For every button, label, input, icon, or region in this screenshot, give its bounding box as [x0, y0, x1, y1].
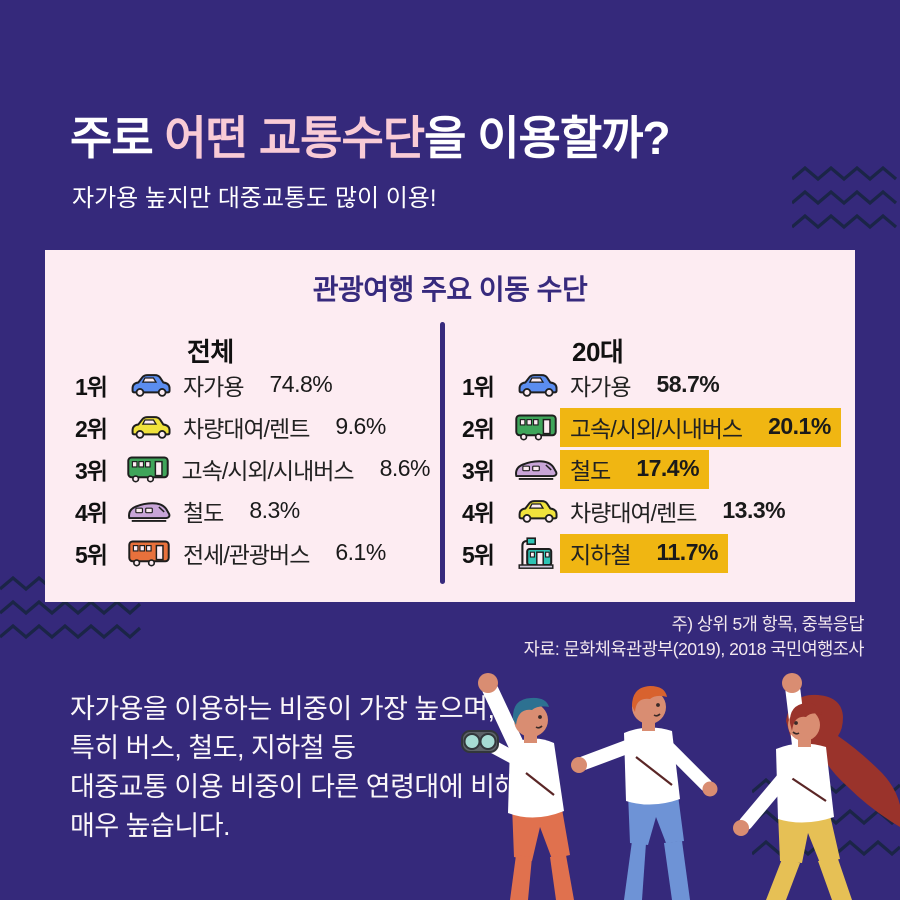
- rank-label: 2위: [75, 416, 108, 442]
- transport-label: 차량대여/렌트: [570, 499, 697, 526]
- transport-value: 8.3%: [249, 497, 300, 523]
- row-content: 차량대여/렌트 13.3%: [560, 492, 795, 531]
- footnote-note: 주) 상위 5개 항목, 중복응답: [671, 614, 865, 634]
- column-header: 20대: [572, 337, 624, 367]
- car-blue-icon: [510, 371, 562, 399]
- rank-label: 4위: [75, 500, 108, 526]
- summary-line: 매우 높습니다.: [70, 811, 231, 841]
- summary-line: 대중교통 이용 비중이 다른 연령대에 비해: [70, 772, 519, 802]
- rank-row: 2위 차량대여/렌트 9.6%: [75, 410, 440, 444]
- bus-green-icon: [122, 455, 173, 483]
- transport-label: 철도: [570, 457, 611, 484]
- transport-value: 58.7%: [656, 371, 720, 397]
- rank-row: 5위 지하철 11.7%: [462, 533, 855, 573]
- rank-row: 4위 철도 8.3%: [75, 494, 440, 528]
- rank-row: 3위 철도 17.4%: [462, 449, 855, 489]
- row-content: 전세/관광버스 6.1%: [173, 534, 396, 573]
- summary-line: 특히 버스, 철도, 지하철 등: [70, 733, 356, 763]
- footnotes: 주) 상위 5개 항목, 중복응답 자료: 문화체육관광부(2019), 201…: [523, 612, 865, 662]
- row-content-highlighted: 철도 17.4%: [560, 449, 710, 489]
- transport-label: 철도: [183, 499, 224, 526]
- transport-value: 13.3%: [722, 497, 786, 523]
- row-content: 차량대여/렌트 9.6%: [173, 408, 396, 447]
- rank-label: 3위: [75, 458, 108, 484]
- rank-row: 1위 자가용 58.7%: [462, 368, 855, 402]
- rank-row: 2위 고속/시외/시내버스 20.1%: [462, 407, 855, 447]
- rank-label: 2위: [462, 416, 495, 442]
- subway-teal-icon: [510, 536, 562, 570]
- rank-row: 1위 자가용 74.8%: [75, 368, 440, 402]
- transport-value: 6.1%: [335, 539, 386, 565]
- transport-value: 8.6%: [379, 455, 431, 481]
- person-binoculars: [461, 673, 574, 900]
- title-emphasis: 어떤 교통수단: [164, 112, 425, 164]
- rank-row: 5위 전세/관광버스 6.1%: [75, 536, 440, 570]
- row-content-highlighted: 고속/시외/시내버스 20.1%: [560, 407, 841, 447]
- summary-text: 자가용을 이용하는 비중이 가장 높으며, 특히 버스, 철도, 지하철 등 대…: [70, 690, 519, 846]
- train-purple-icon: [123, 499, 175, 524]
- row-content: 자가용 58.7%: [560, 366, 729, 405]
- rank-label: 1위: [75, 374, 108, 400]
- page-subtitle: 자가용 높지만 대중교통도 많이 이용!: [72, 185, 437, 212]
- transport-value: 11.7%: [656, 539, 718, 565]
- person-middle: [571, 686, 718, 900]
- data-card: 관광여행 주요 이동 수단 전체 1위 자가용 74.8% 2위: [45, 250, 855, 602]
- title-prefix: 주로: [70, 112, 165, 164]
- row-content: 자가용 74.8%: [173, 366, 342, 405]
- transport-value: 9.6%: [335, 413, 386, 439]
- column-total: 전체 1위 자가용 74.8% 2위 차량대여/렌트 9.6% 3위: [45, 332, 440, 578]
- transport-label: 고속/시외/시내버스: [570, 415, 743, 442]
- footnote-source: 자료: 문화체육관광부(2019), 2018 국민여행조사: [523, 639, 865, 659]
- bus-green-icon: [510, 413, 562, 441]
- rank-label: 4위: [462, 500, 495, 526]
- transport-label: 고속/시외/시내버스: [181, 457, 355, 484]
- bus-orange-icon: [123, 539, 175, 567]
- row-content-highlighted: 지하철 11.7%: [560, 533, 728, 573]
- travelers-illustration: [461, 673, 900, 900]
- person-woman: [733, 673, 900, 900]
- transport-label: 자가용: [570, 373, 631, 400]
- row-content: 철도 8.3%: [173, 492, 310, 531]
- rank-label: 5위: [75, 542, 108, 568]
- train-purple-icon: [510, 457, 562, 482]
- car-blue-icon: [123, 371, 175, 399]
- row-content: 고속/시외/시내버스 8.6%: [172, 450, 441, 489]
- transport-value: 74.8%: [269, 371, 333, 397]
- title-suffix: 을 이용할까?: [424, 112, 670, 164]
- binoculars-icon: [461, 730, 499, 753]
- transport-value: 17.4%: [636, 455, 700, 481]
- transport-value: 20.1%: [768, 413, 831, 439]
- transport-label: 지하철: [570, 541, 631, 568]
- rank-label: 5위: [462, 542, 495, 568]
- transport-label: 자가용: [183, 373, 244, 400]
- transport-label: 차량대여/렌트: [183, 415, 310, 442]
- zigzag-decoration-icon: [792, 166, 898, 230]
- column-20s: 20대 1위 자가용 58.7% 2위 고속/시외/시내버스 20.1%: [440, 332, 855, 578]
- rank-label: 1위: [462, 374, 495, 400]
- rank-row: 3위 고속/시외/시내버스 8.6%: [75, 452, 440, 486]
- car-yellow-icon: [123, 413, 175, 441]
- page-title: 주로 어떤 교통수단을 이용할까?: [70, 102, 671, 168]
- rank-row: 4위 차량대여/렌트 13.3%: [462, 494, 855, 528]
- car-yellow-icon: [510, 497, 562, 525]
- summary-line: 자가용을 이용하는 비중이 가장 높으며,: [70, 694, 495, 724]
- card-title: 관광여행 주요 이동 수단: [312, 274, 588, 305]
- column-divider: [440, 322, 445, 584]
- rank-label: 3위: [462, 458, 495, 484]
- column-header: 전체: [187, 337, 234, 367]
- transport-label: 전세/관광버스: [183, 541, 310, 568]
